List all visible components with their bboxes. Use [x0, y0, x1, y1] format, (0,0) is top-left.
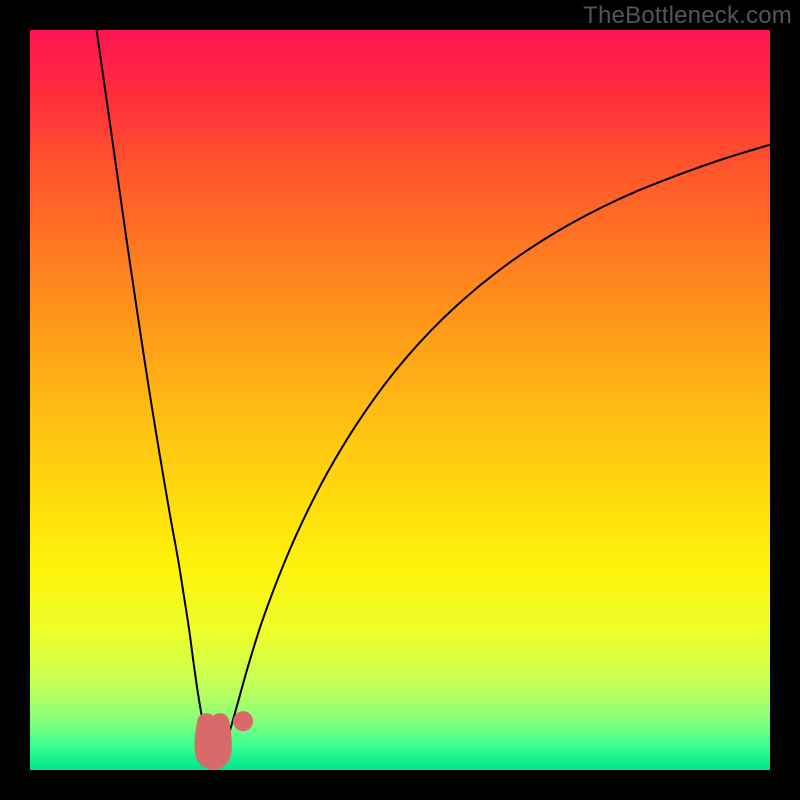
- curve-right_branch: [227, 145, 770, 740]
- watermark-text: TheBottleneck.com: [583, 2, 792, 30]
- figure-frame: TheBottleneck.com: [0, 0, 800, 800]
- marker-dot_marker: [233, 711, 253, 731]
- marker-u_shape_marker: [204, 723, 222, 760]
- curve-layer: [30, 30, 770, 770]
- curve-left_branch: [97, 30, 207, 740]
- plot-area: [30, 30, 770, 770]
